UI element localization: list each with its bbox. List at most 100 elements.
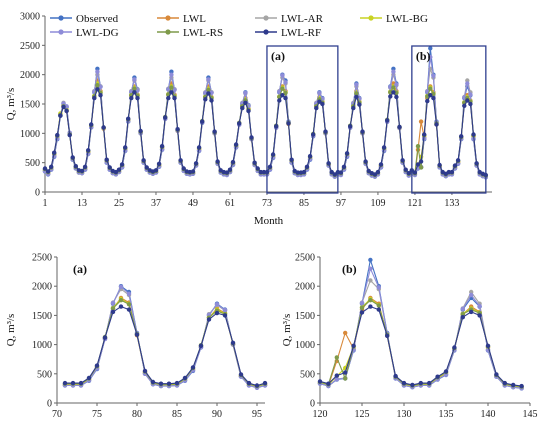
top-data-point-lwl-rf — [366, 168, 371, 174]
top-data-point-lwl-rf — [45, 169, 51, 174]
panel-b-data-point-lwl-rf — [443, 369, 449, 374]
panel-b-series-line-lwl — [319, 297, 522, 389]
top-data-point-lwl-dg — [317, 90, 322, 96]
panel-a-y-axis-label: Q, m³/s — [5, 314, 17, 347]
top-data-point-lwl-rf — [295, 170, 300, 175]
zoom-chart-b: 0 500 1000 1500 2000 2500 120 125 130 135 140 145 Q,… — [281, 253, 538, 421]
panel-b-data-point-lwl-rf — [401, 380, 407, 386]
zoom-region-label: (b) — [416, 49, 431, 63]
panel-b-data-point-lwl-rf — [477, 313, 482, 318]
top-data-point-lwl-rf — [101, 125, 106, 130]
panel-b-data-point-lwl-dg — [460, 306, 465, 312]
panel-b-data-point-lwl — [343, 330, 348, 336]
top-data-point-lwl-rf — [360, 129, 365, 134]
top-data-point-lwl-rf — [462, 103, 467, 109]
top-x-tick-label: 61 — [225, 198, 235, 209]
top-x-tick-label: 13 — [77, 198, 87, 209]
top-data-point-lwl-rf — [116, 167, 122, 172]
top-data-point-lwl-rf — [107, 165, 112, 170]
top-data-point-lwl-rf — [422, 132, 427, 137]
panel-b-data-point-lwl-rf — [460, 315, 465, 320]
top-data-point-lwl-rf — [98, 93, 103, 98]
top-data-point-lwl-dg — [280, 73, 285, 78]
top-data-point-lwl-rs — [280, 86, 285, 91]
panel-a-data-point-lwl-rf — [214, 310, 220, 316]
top-data-point-lwl-rf — [274, 124, 279, 129]
top-x-tick-label: 49 — [188, 198, 198, 209]
panel-b-x-tick-label: 145 — [523, 409, 538, 420]
panel-a-y-tick-label: 1500 — [32, 311, 52, 322]
top-x-tick-label: 73 — [262, 198, 272, 209]
panel-b-x-tick-label: 140 — [481, 409, 496, 420]
top-data-point-lwl-rf — [459, 134, 464, 139]
legend-label-lwl-rs: LWL-RS — [183, 27, 223, 39]
panel-b-y-tick-label: 500 — [300, 369, 315, 380]
panel-a-data-point-lwl-rf — [70, 380, 76, 386]
panel-b-data-point-lwl-rf — [393, 373, 398, 379]
top-data-point-lwl-rf — [252, 160, 257, 165]
top-data-point-lwl-rf — [434, 122, 439, 127]
panel-b-data-point-lwl-rf — [359, 310, 365, 315]
top-y-tick-label: 1000 — [20, 129, 40, 140]
top-data-point-lwl-rf — [332, 172, 337, 177]
top-data-point-lwl-rf — [178, 158, 183, 163]
top-data-point-lwl-rf — [193, 161, 199, 166]
top-data-point-lwl-rf — [354, 94, 359, 100]
top-data-point-lwl-rf — [79, 168, 85, 174]
top-data-point-lwl-rf — [230, 159, 236, 165]
top-data-point-lwl-rf — [249, 135, 254, 140]
top-data-point-lwl-rf — [289, 157, 294, 162]
legend-marker-lwl-rs — [165, 29, 171, 35]
panel-a-y-tick-label: 1000 — [32, 340, 52, 351]
panel-b-data-point-lwl-rf — [427, 380, 432, 386]
top-data-point-lwl-rf — [175, 127, 180, 132]
top-data-point-lwl-rf — [403, 167, 408, 172]
top-data-point-lwl-rf — [452, 163, 458, 168]
top-data-point-lwl-rf — [42, 166, 48, 171]
top-data-point-lwl-rf — [233, 142, 239, 147]
panel-a-data-point-lwl-rf — [62, 380, 68, 386]
panel-b-x-tick-label: 120 — [313, 409, 328, 420]
panel-a-data-point-lwl-rs — [126, 302, 132, 307]
top-data-point-lwl-rf — [286, 121, 291, 126]
top-data-point-lwl-rf — [119, 162, 125, 167]
top-data-point-lwl-dg — [354, 82, 359, 87]
panel-b-data-point-observed — [368, 257, 373, 263]
panel-b-x-tick-label: 130 — [397, 409, 412, 420]
top-data-point-lwl-rf — [89, 122, 94, 127]
top-data-point-lwl-rf — [67, 132, 72, 138]
top-data-point-lwl-rs — [388, 90, 393, 95]
top-data-point-lwl-rf — [301, 169, 307, 175]
panel-b-y-tick-label: 2000 — [295, 282, 315, 293]
top-data-point-lwl-rf — [227, 167, 233, 172]
panel-a-data-point-lwl-rf — [254, 383, 260, 388]
panel-b-data-point-lwl-ar — [368, 278, 373, 283]
top-data-point-lwl-rf — [280, 93, 285, 98]
zoom-chart-a: 0 500 1000 1500 2000 2500 70 75 80 85 90 95 Q, m³/s (… — [5, 253, 268, 420]
panel-a-data-point-lwl-rf — [198, 343, 204, 348]
top-data-point-lwl-rf — [49, 164, 54, 169]
top-data-point-lwl-rf — [224, 170, 230, 175]
legend-marker-observed — [58, 15, 64, 21]
panel-b-data-point-lwl-rf — [410, 382, 415, 388]
legend-label-lwl-rf: LWL-RF — [281, 27, 321, 39]
top-x-tick-label: 37 — [151, 198, 161, 209]
top-data-point-lwl-rs — [95, 83, 100, 88]
panel-b-data-point-lwl-dg — [368, 266, 373, 271]
top-data-point-lwl-rf — [412, 170, 418, 175]
panel-a-data-point-lwl-rf — [142, 368, 148, 374]
top-data-point-lwl-rf — [132, 90, 137, 95]
top-data-point-lwl-rs — [391, 85, 396, 90]
top-x-tick-label: 109 — [370, 198, 385, 209]
top-data-point-lwl-rf — [471, 132, 476, 137]
panel-a-data-point-lwl-rf — [78, 380, 84, 386]
panel-b-data-point-lwl-rf — [452, 345, 457, 350]
top-data-point-observed — [428, 46, 433, 51]
panel-a-x-tick-label: 90 — [212, 409, 222, 420]
top-data-point-lwl-rf — [344, 151, 350, 156]
top-data-point-lwl-rf — [237, 121, 242, 126]
top-data-point-lwl-rf — [64, 108, 69, 114]
top-data-point-lwl-rf — [283, 95, 288, 101]
top-data-point-lwl-rf — [375, 169, 381, 175]
